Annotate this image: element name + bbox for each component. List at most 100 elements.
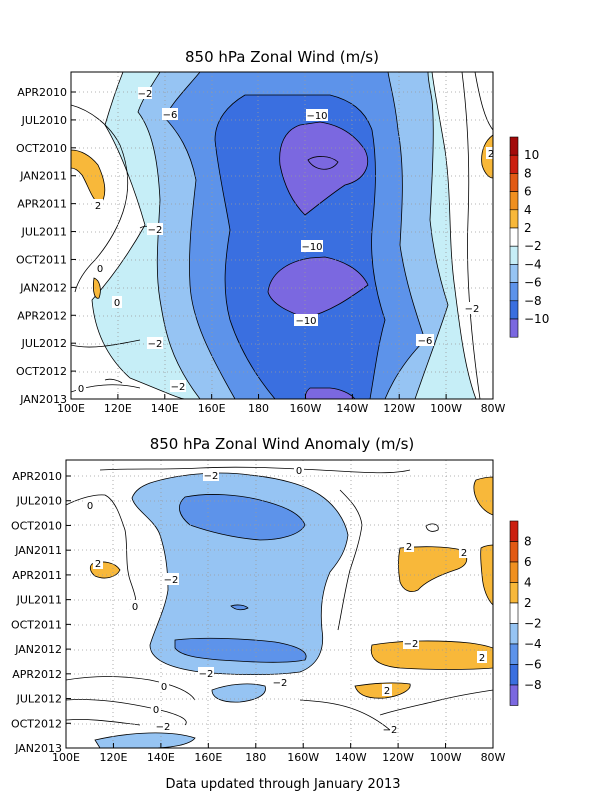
plot-frame	[70, 71, 494, 400]
contour-band-pos2	[92, 277, 101, 299]
x-tick-label: 140W	[335, 751, 367, 764]
contour-band-neg4	[179, 494, 306, 541]
colorbar-label: 10	[524, 148, 539, 162]
contour-line	[379, 689, 493, 716]
contour-label: −10	[306, 111, 327, 122]
contour-label: 0	[161, 682, 167, 693]
y-tick-label: JAN2013	[19, 393, 67, 406]
y-tick-label: JAN2012	[19, 281, 67, 294]
contour-line	[474, 72, 493, 131]
colorbar-swatch	[509, 602, 519, 624]
colorbar-label: 4	[524, 576, 532, 590]
colorbar-swatch	[509, 623, 519, 645]
y-tick-label: OCT2012	[11, 717, 62, 730]
x-tick-label: 160E	[194, 751, 222, 764]
contour-label: −2	[404, 639, 419, 650]
contour-label: −2	[148, 225, 163, 236]
contour-labels: −2 −6 −10 2 −2 −10 0 0 −10 −2 −2 −6 −2	[76, 87, 496, 395]
zonal-wind-anomaly-panel: 850 hPa Zonal Wind Anomaly (m/s)	[11, 435, 542, 764]
colorbar: 8 6 4 2 −2 −4 −6 −8	[509, 520, 542, 706]
contour-line	[71, 104, 129, 293]
contour-line	[307, 156, 339, 170]
contour-line	[461, 72, 481, 399]
contour-label: −6	[163, 110, 178, 121]
contour-label: 2	[488, 149, 494, 160]
contour-label: 0	[153, 705, 159, 716]
contour-label: 2	[479, 653, 485, 664]
gridlines	[66, 460, 493, 748]
colorbar-swatch	[509, 520, 519, 542]
colorbar-swatch	[509, 643, 519, 665]
y-tick-label: APR2012	[12, 668, 62, 681]
y-tick-label: APR2010	[12, 470, 62, 483]
contour-line	[104, 378, 123, 384]
x-tick-label: 160W	[290, 402, 322, 415]
contour-band-neg4	[230, 604, 249, 611]
colorbar-swatch	[509, 173, 519, 192]
contour-band-pos2	[473, 476, 493, 516]
x-tick-label: 140E	[147, 751, 175, 764]
zonal-wind-panel: 850 hPa Zonal Wind (m/s)	[16, 48, 549, 415]
colorbar-label: −6	[524, 658, 542, 672]
y-tick-label: APR2010	[17, 86, 67, 99]
colorbar: 10 8 6 4 2 −2 −4 −6 −8 −10	[509, 136, 549, 338]
colorbar-label: −8	[524, 294, 542, 308]
x-tick-label: 180	[248, 402, 269, 415]
contour-band-pos2	[370, 640, 493, 670]
colorbar-label: −6	[524, 276, 542, 290]
colorbar-swatch	[509, 264, 519, 283]
x-tick-label: 160E	[198, 402, 226, 415]
y-tick-label: JUL2011	[21, 226, 67, 239]
axis-ticks: 100E 120E 140E 160E 180 160W 140W 120W 100W 80W AP…	[11, 470, 506, 764]
colorbar-label: 8	[524, 535, 532, 549]
contour-label: 0	[78, 384, 84, 395]
x-tick-label: 120W	[382, 751, 414, 764]
y-tick-label: APR2011	[17, 198, 67, 211]
contour-label: −2	[171, 382, 186, 393]
contour-line	[66, 719, 141, 726]
x-tick-label: 140W	[336, 402, 368, 415]
y-tick-label: JAN2011	[14, 544, 62, 557]
contour-label: 0	[114, 298, 120, 309]
contour-label: −2	[156, 722, 171, 733]
contour-label: −2	[148, 339, 163, 350]
y-tick-label: JUL2011	[16, 594, 62, 607]
x-tick-label: 120E	[99, 751, 127, 764]
footer-note: Data updated through January 2013	[165, 777, 400, 792]
y-tick-label: JAN2012	[14, 643, 62, 656]
colorbar-swatch	[509, 154, 519, 174]
contour-band-neg10	[279, 121, 369, 216]
contour-line	[337, 489, 363, 631]
contour-label: −2	[138, 89, 153, 100]
contour-label: 0	[296, 466, 302, 477]
contour-label: −10	[301, 242, 322, 253]
x-tick-label: 120W	[383, 402, 415, 415]
colorbar-swatch	[509, 227, 519, 247]
contour-labels: −2 0 0 −2 2 2 2 −2 0 −2 −2 −2 2	[85, 464, 487, 736]
contour-line	[71, 339, 141, 348]
y-tick-label: OCT2011	[11, 618, 62, 631]
colorbar-swatch	[509, 318, 519, 338]
contour-label: 2	[95, 201, 101, 212]
colorbar-swatch	[509, 582, 519, 604]
colorbar-label: −8	[524, 678, 542, 692]
contour-label: 0	[97, 264, 103, 275]
x-tick-label: 160W	[287, 751, 319, 764]
colorbar-swatch	[509, 282, 519, 302]
colorbar-label: −10	[524, 312, 549, 326]
colorbar-label: 6	[524, 185, 532, 199]
colorbar-swatch	[509, 300, 519, 320]
x-tick-label: 120E	[104, 402, 132, 415]
y-tick-label: JUL2012	[21, 337, 67, 350]
contour-line	[99, 466, 411, 474]
colorbar-label: 2	[524, 596, 532, 610]
x-tick-label: 100W	[430, 402, 462, 415]
y-tick-label: JUL2012	[16, 693, 62, 706]
colorbar-label: 2	[524, 221, 532, 235]
axis-ticks: 100E 120E 140E 160E 180 160W 140W 120W 100W 80W AP…	[16, 86, 506, 415]
gridlines	[71, 72, 493, 399]
colorbar-label: −2	[524, 239, 542, 253]
colorbar-swatch	[509, 541, 519, 563]
colorbar-label: −4	[524, 257, 542, 271]
